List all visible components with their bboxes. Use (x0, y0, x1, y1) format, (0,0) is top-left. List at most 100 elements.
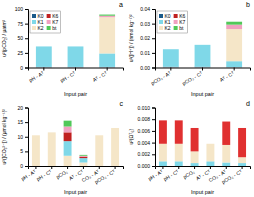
tick: pCO₂ (55, 166, 69, 180)
bars (36, 15, 115, 68)
bar-segment (36, 46, 52, 47)
tick-label: 50 (17, 35, 23, 41)
y-axis-title: u²([H⁺]) / (nmol kg⁻¹)² (128, 14, 134, 62)
bar-segment (111, 127, 119, 128)
tick: 5 (20, 148, 28, 154)
tick-label: 0.02 (140, 35, 150, 41)
bar-segment (36, 46, 52, 47)
tick: 0.00 (140, 65, 155, 71)
tick: Aᵀ - Cᵀ (218, 68, 235, 83)
legend-label: K2 (38, 25, 44, 31)
bar-segment (111, 127, 119, 128)
tick-label: 25 (17, 50, 23, 56)
tick-label: pH - Aᵀ (147, 168, 165, 182)
tick: 0 (20, 163, 28, 169)
tick-mark (25, 9, 28, 10)
title: a (119, 1, 123, 8)
bar-segment (32, 135, 40, 136)
legend-swatch (159, 20, 163, 24)
tick-mark (152, 38, 155, 39)
tick-label: pCO₂ - Aᵀ (150, 70, 173, 87)
tick: 50 (17, 35, 28, 41)
bar-segment (222, 122, 230, 145)
tick-label: 0.00 (140, 65, 150, 71)
axis-line (152, 108, 156, 167)
bar-segment (48, 132, 56, 166)
bar-segment (163, 49, 179, 50)
tick-label: 5 (20, 148, 23, 154)
tick-mark (25, 53, 28, 54)
legend-label: bt (52, 25, 57, 31)
tick-label: pH - Aᵀ (20, 168, 38, 182)
legend-item: bt (174, 25, 184, 31)
tick-label: 0 (20, 65, 23, 71)
bar-segment (99, 17, 115, 53)
bar-segment (32, 135, 40, 136)
title: c (120, 100, 124, 107)
tick: 0.04 (140, 6, 155, 12)
tick-mark (152, 68, 155, 69)
axis-line (25, 10, 29, 69)
bar-segment (36, 46, 52, 66)
bar-segment (226, 29, 242, 61)
x-axis: pH - AᵀpH - CᵀpCO₂Aᵀ - CᵀCO₃ - AᵀpCO₂ - … (20, 166, 124, 185)
bar-segment (95, 135, 103, 136)
bar-segment (163, 49, 179, 50)
x-axis-title: Input pair (191, 91, 214, 97)
y-axis-title: u²(Ωᵀ₆) (128, 129, 134, 145)
bar-segment (64, 121, 72, 127)
bar-segment (32, 135, 40, 136)
legend-frame (30, 11, 60, 33)
tick: 0.008 (137, 116, 155, 122)
tick: pCO₂ - Cᵀ (181, 68, 204, 87)
bar-segment (111, 127, 119, 128)
legend: K0K1K2K6K7bt (30, 11, 60, 33)
legend-swatch (47, 20, 51, 24)
tick-mark (25, 24, 28, 25)
bar-segment (191, 163, 199, 166)
tick-mark (162, 166, 163, 169)
tick: 0.02 (140, 35, 155, 41)
tick-label: 0.010 (137, 105, 150, 111)
bar-segment (99, 16, 115, 17)
legend-swatch (32, 26, 36, 30)
bar-segment (238, 128, 246, 157)
bar-segment (99, 53, 115, 66)
bar-segment (79, 154, 87, 156)
tick-label: 0.000 (137, 163, 150, 169)
legend-swatch (174, 20, 178, 24)
tick-label: pH - Cᵀ (35, 168, 53, 182)
bar-segment (64, 141, 72, 156)
bar-segment (191, 151, 199, 163)
tick-label: 0.008 (137, 116, 150, 122)
legend-item: K2 (159, 25, 171, 31)
tick-mark (152, 119, 155, 120)
tick-mark (152, 53, 155, 54)
x-axis: pCO₂ - Aᵀ pCO₂ - Cᵀ Aᵀ - Cᵀ (150, 68, 251, 87)
legend: K0K1K2K6K7bt (157, 11, 187, 33)
x-axis: pH - AᵀpH - CᵀAᵀ - Cᵀ (28, 68, 124, 84)
figure: 0255075100pH - AᵀpH - CᵀAᵀ - Cᵀu²(pCO₂) … (0, 0, 254, 197)
tick-label: Aᵀ - Cᵀ (91, 70, 108, 83)
bars (159, 120, 246, 166)
x-axis-title: Input pair (191, 189, 214, 195)
tick-label: pCO₂ - Cᵀ (221, 168, 244, 185)
legend-label: bt (179, 25, 184, 31)
bar-segment (95, 135, 103, 166)
tick-mark (43, 68, 44, 71)
bar-segment (226, 61, 242, 67)
tick: 0.006 (137, 128, 155, 134)
tick: 0.000 (137, 163, 155, 169)
tick-label: 0.01 (140, 50, 150, 56)
tick-mark (75, 68, 76, 71)
axis-line (156, 68, 251, 71)
tick: 25 (17, 50, 28, 56)
tick-mark (152, 131, 155, 132)
tick-label: pCO₂ (55, 168, 69, 179)
bar-segment (175, 144, 183, 162)
panel: 0.000.010.020.030.04pCO₂ - AᵀpCO₂ - CᵀAᵀ… (128, 1, 251, 97)
tick-mark (107, 68, 108, 71)
bar-segment (226, 22, 242, 25)
tick-label: 0.006 (137, 128, 150, 134)
tick-label: 0.004 (137, 140, 150, 146)
